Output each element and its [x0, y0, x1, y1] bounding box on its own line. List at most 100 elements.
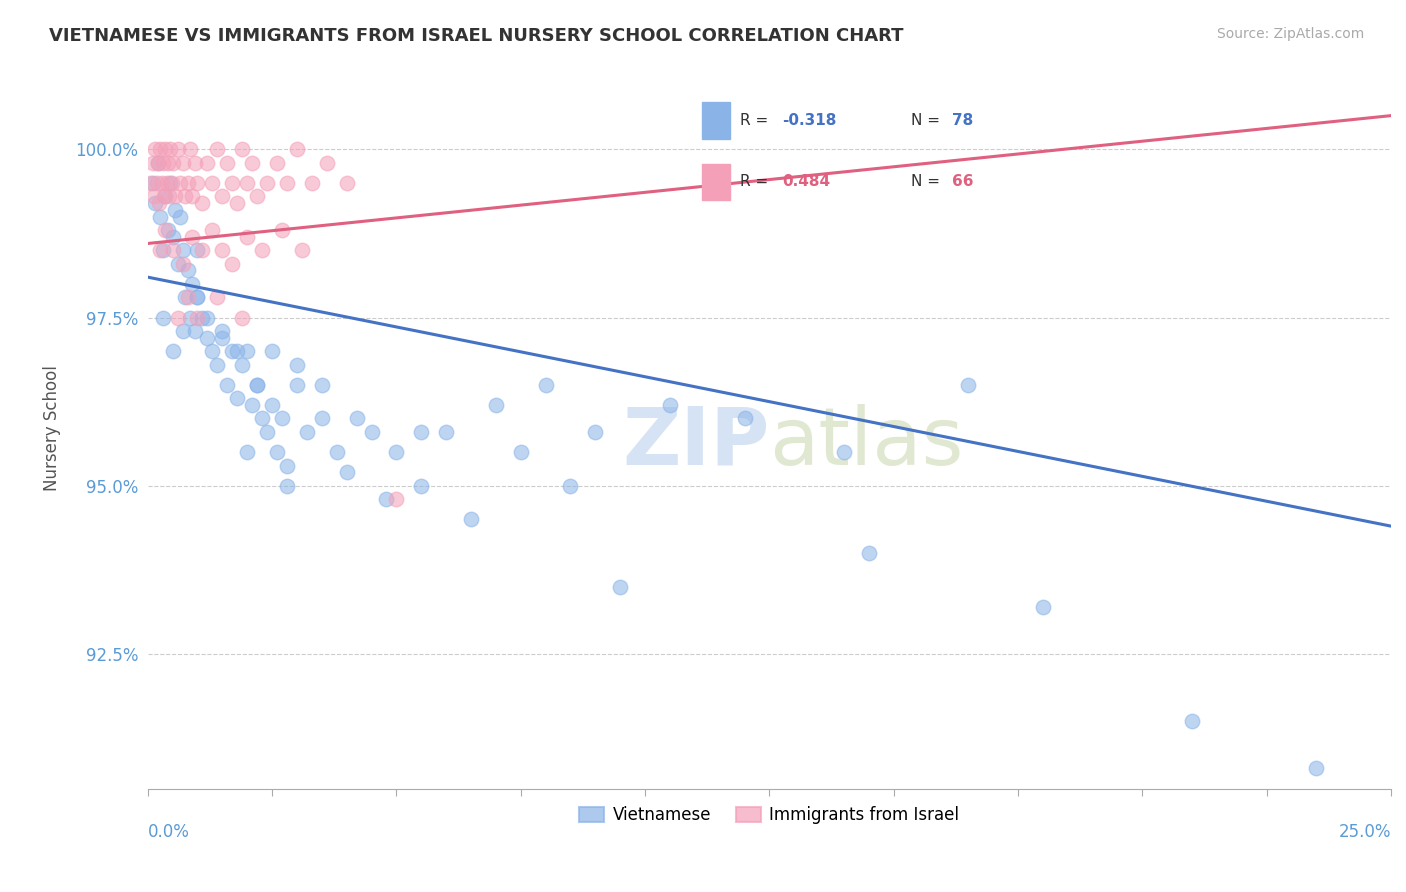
Point [142, 189, 165, 203]
Point [1181, 714, 1204, 729]
Point [207, 142, 229, 156]
Point [169, 176, 191, 190]
Point [276, 176, 298, 190]
Point [152, 189, 174, 203]
Point [148, 196, 170, 211]
Point [153, 223, 176, 237]
Point [160, 176, 183, 190]
Point [231, 142, 253, 156]
Point [311, 377, 333, 392]
Point [191, 196, 214, 211]
Point [162, 344, 184, 359]
Point [186, 290, 208, 304]
Point [509, 445, 531, 459]
Point [211, 331, 233, 345]
Point [276, 479, 298, 493]
Point [191, 244, 214, 258]
Point [150, 176, 173, 190]
Point [285, 142, 308, 156]
Point [285, 377, 308, 392]
Point [184, 155, 207, 169]
Point [181, 189, 204, 203]
Point [434, 425, 457, 439]
Point [609, 580, 631, 594]
Point [385, 445, 408, 459]
Point [197, 155, 219, 169]
Point [266, 445, 288, 459]
Point [411, 425, 433, 439]
Point [246, 189, 269, 203]
Point [142, 176, 165, 190]
Point [176, 263, 198, 277]
Point [207, 290, 229, 304]
Point [221, 344, 243, 359]
Point [411, 479, 433, 493]
Legend: Vietnamese, Immigrants from Israel: Vietnamese, Immigrants from Israel [572, 799, 966, 830]
Point [560, 479, 582, 493]
Point [734, 411, 756, 425]
Point [211, 244, 233, 258]
Point [176, 290, 198, 304]
Point [186, 176, 208, 190]
Point [250, 411, 273, 425]
Text: atlas: atlas [769, 404, 963, 482]
Point [246, 377, 269, 392]
Point [266, 155, 288, 169]
Text: ZIP: ZIP [621, 404, 769, 482]
Point [360, 425, 382, 439]
Point [156, 176, 179, 190]
Point [184, 324, 207, 338]
Point [174, 290, 197, 304]
Point [207, 358, 229, 372]
Point [174, 189, 197, 203]
Point [1305, 761, 1327, 775]
Point [201, 176, 224, 190]
Point [159, 176, 181, 190]
Point [336, 465, 359, 479]
Point [186, 244, 208, 258]
Point [153, 142, 176, 156]
Point [181, 229, 204, 244]
Point [256, 176, 278, 190]
Point [186, 290, 208, 304]
Point [179, 142, 201, 156]
Point [221, 257, 243, 271]
Point [157, 189, 180, 203]
Point [231, 358, 253, 372]
Point [181, 277, 204, 291]
Point [142, 155, 165, 169]
Point [153, 189, 176, 203]
Point [276, 458, 298, 473]
Point [236, 344, 259, 359]
Point [485, 398, 508, 412]
Point [156, 223, 179, 237]
Point [165, 189, 187, 203]
Point [146, 155, 169, 169]
Point [176, 176, 198, 190]
Point [250, 244, 273, 258]
Point [197, 331, 219, 345]
Point [217, 155, 239, 169]
Point [375, 492, 398, 507]
Point [236, 176, 259, 190]
Point [346, 411, 368, 425]
Point [166, 142, 188, 156]
Point [291, 244, 314, 258]
Point [858, 546, 880, 560]
Point [156, 155, 179, 169]
Point [201, 344, 224, 359]
Point [221, 176, 243, 190]
Point [271, 223, 294, 237]
Point [162, 244, 184, 258]
Point [311, 411, 333, 425]
Point [301, 176, 323, 190]
Point [226, 344, 249, 359]
Point [197, 310, 219, 325]
Point [385, 492, 408, 507]
Point [166, 257, 188, 271]
Point [256, 425, 278, 439]
Point [162, 229, 184, 244]
Point [217, 377, 239, 392]
Point [957, 377, 980, 392]
Point [145, 176, 167, 190]
